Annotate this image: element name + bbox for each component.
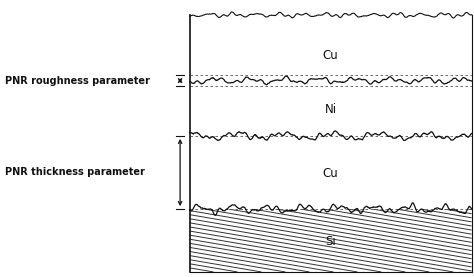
- Polygon shape: [190, 136, 472, 209]
- Text: PNR roughness parameter: PNR roughness parameter: [5, 76, 150, 86]
- Text: Ni: Ni: [325, 103, 337, 116]
- Polygon shape: [190, 209, 472, 272]
- Text: Si: Si: [325, 235, 336, 248]
- Text: Cu: Cu: [323, 49, 338, 62]
- Polygon shape: [190, 15, 472, 81]
- Polygon shape: [190, 81, 472, 136]
- Text: PNR thickness parameter: PNR thickness parameter: [5, 168, 145, 178]
- Text: Cu: Cu: [323, 167, 338, 180]
